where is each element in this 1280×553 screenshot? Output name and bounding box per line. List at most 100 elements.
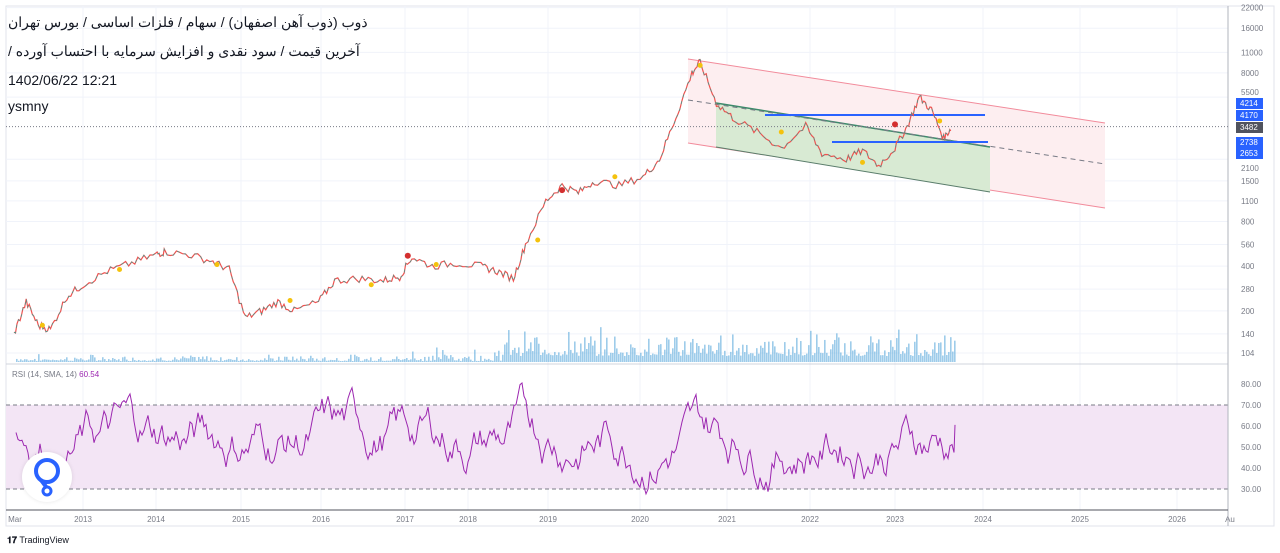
volume-bar	[38, 354, 40, 362]
volume-bar	[536, 337, 538, 362]
x-tick-label: 2017	[396, 515, 414, 524]
volume-bar	[250, 360, 252, 362]
volume-bar	[896, 338, 898, 362]
volume-bar	[460, 360, 462, 362]
volume-bar	[208, 360, 210, 362]
volume-bar	[276, 360, 278, 362]
volume-bar	[508, 330, 510, 362]
price-tag	[1236, 98, 1263, 109]
x-tick-label: 2026	[1168, 515, 1186, 524]
volume-bar	[242, 359, 244, 362]
x-tick-label: 2015	[232, 515, 250, 524]
volume-bar	[322, 358, 324, 362]
volume-bar	[654, 354, 656, 362]
volume-bar	[650, 355, 652, 362]
volume-bar	[356, 356, 358, 362]
x-tick-label: 2016	[312, 515, 330, 524]
volume-bar	[778, 353, 780, 362]
volume-bar	[26, 359, 28, 362]
volume-bar	[848, 355, 850, 362]
volume-bar	[410, 359, 412, 362]
volume-bar	[538, 343, 540, 362]
volume-bar	[554, 351, 556, 362]
volume-bar	[192, 356, 194, 362]
volume-bar	[852, 350, 854, 362]
volume-bar	[528, 348, 530, 362]
rsi-legend[interactable]: RSI (14, SMA, 14) 60.54	[12, 370, 100, 379]
y-tick-label: 8000	[1241, 69, 1259, 78]
volume-bar	[668, 339, 670, 362]
volume-bar	[384, 360, 386, 362]
volume-bar	[580, 343, 582, 362]
green-channel-fill	[716, 103, 990, 192]
volume-bar	[500, 360, 502, 362]
volume-bar	[264, 358, 266, 362]
volume-bar	[390, 360, 392, 362]
volume-bar	[854, 349, 856, 362]
volume-bar	[400, 360, 402, 362]
volume-bar	[788, 349, 790, 362]
volume-bar	[622, 352, 624, 362]
volume-bar	[478, 360, 480, 362]
volume-bar	[498, 350, 500, 362]
volume-bar	[744, 352, 746, 362]
volume-bar	[530, 342, 532, 362]
volume-bar	[570, 349, 572, 362]
channel-upper	[687, 58, 1106, 124]
volume-bar	[180, 358, 182, 362]
volume-bar	[728, 355, 730, 362]
price-tag-label: 3482	[1240, 123, 1258, 132]
volume-bar	[156, 358, 158, 362]
volume-bar	[716, 349, 718, 362]
volume-bar	[172, 359, 174, 362]
volume-bar	[300, 356, 302, 362]
volume-bar	[68, 360, 70, 362]
volume-bar	[524, 331, 526, 362]
volume-bar	[954, 340, 956, 362]
volume-bar	[718, 342, 720, 362]
volume-bar	[92, 355, 94, 362]
volume-bar	[858, 353, 860, 362]
volume-bar	[638, 355, 640, 362]
y-tick-label: 11000	[1241, 48, 1263, 57]
volume-bar	[618, 354, 620, 362]
volume-bar	[82, 359, 84, 362]
volume-bar	[450, 355, 452, 362]
volume-bar	[616, 348, 618, 362]
dividend-marker	[433, 262, 439, 268]
volume-bar	[316, 358, 318, 362]
volume-bar	[18, 360, 20, 362]
x-tick-label: 2018	[459, 515, 477, 524]
volume-bar	[818, 346, 820, 362]
y-tick-label: 400	[1241, 262, 1255, 271]
x-tick-label: 2024	[974, 515, 992, 524]
volume-bar	[334, 360, 336, 362]
volume-bar	[196, 360, 198, 362]
y-tick-label: 1500	[1241, 177, 1259, 186]
volume-bar	[612, 352, 614, 362]
volume-bar	[566, 354, 568, 362]
volume-bar	[516, 353, 518, 362]
volume-bar	[920, 353, 922, 362]
volume-bar	[568, 331, 570, 362]
volume-bar	[572, 353, 574, 362]
volume-bar	[94, 357, 96, 362]
y-tick-label: 104	[1241, 349, 1255, 358]
volume-bar	[938, 342, 940, 362]
y-tick-label: 16000	[1241, 24, 1264, 33]
volume-bar	[372, 360, 374, 362]
volume-bar	[254, 360, 256, 362]
price-tag-label: 4170	[1240, 111, 1258, 120]
volume-bar	[628, 354, 630, 362]
volume-bar	[424, 356, 426, 362]
channel-midline	[687, 99, 1106, 165]
volume-bar	[258, 360, 260, 362]
volume-bar	[238, 360, 240, 362]
price-tag	[1236, 148, 1263, 159]
volume-bar	[72, 360, 74, 362]
volume-bar	[136, 360, 138, 362]
volume-bar	[708, 344, 710, 362]
volume-bar	[932, 349, 934, 362]
volume-bar	[510, 354, 512, 362]
